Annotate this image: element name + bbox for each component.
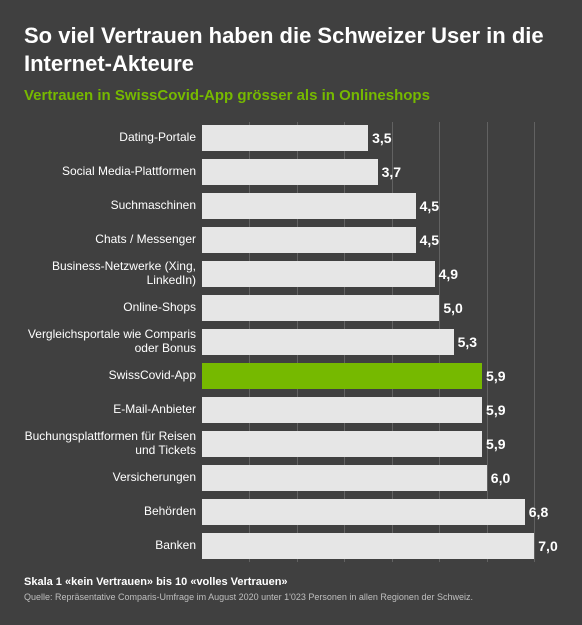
- bar-row: Versicherungen 6,0: [24, 462, 558, 494]
- bar-value: 4,9: [439, 266, 458, 282]
- bar-value: 6,0: [491, 470, 510, 486]
- bar-label: Buchungsplattformen für Reisen und Ticke…: [24, 430, 202, 458]
- chart-title: So viel Vertrauen haben die Schweizer Us…: [24, 22, 558, 77]
- bar: [202, 227, 416, 253]
- bar-row: SwissCovid-App 5,9: [24, 360, 558, 392]
- bar-value: 3,5: [372, 130, 391, 146]
- bar-zone: 5,0: [202, 292, 558, 324]
- bar: [202, 159, 378, 185]
- bar: [202, 499, 525, 525]
- chart-subtitle: Vertrauen in SwissCovid-App grösser als …: [24, 87, 558, 104]
- bar: [202, 329, 454, 355]
- bar-zone: 5,9: [202, 428, 558, 460]
- bar-row: Dating-Portale 3,5: [24, 122, 558, 154]
- bar-value: 3,7: [382, 164, 401, 180]
- bar-row: E-Mail-Anbieter 5,9: [24, 394, 558, 426]
- bar-row: Business-Netzwerke (Xing, LinkedIn) 4,9: [24, 258, 558, 290]
- bar-zone: 5,9: [202, 394, 558, 426]
- bar-row: Behörden 6,8: [24, 496, 558, 528]
- bar-row: Social Media-Plattformen 3,7: [24, 156, 558, 188]
- bar-value: 5,3: [458, 334, 477, 350]
- bar-label: Dating-Portale: [24, 131, 202, 145]
- bar-value: 5,9: [486, 402, 505, 418]
- bar-zone: 5,9: [202, 360, 558, 392]
- bar-label: E-Mail-Anbieter: [24, 403, 202, 417]
- bar-label: Vergleichsportale wie Comparis oder Bonu…: [24, 328, 202, 356]
- bar-row: Banken 7,0: [24, 530, 558, 562]
- bar: [202, 295, 439, 321]
- bar-label: Banken: [24, 539, 202, 553]
- bar: [202, 465, 487, 491]
- bar-value: 5,9: [486, 368, 505, 384]
- scale-note: Skala 1 «kein Vertrauen» bis 10 «volles …: [24, 576, 558, 588]
- bar: [202, 397, 482, 423]
- bar-value: 5,0: [443, 300, 462, 316]
- bar-value: 7,0: [538, 538, 557, 554]
- bar-label: Online-Shops: [24, 301, 202, 315]
- bar-label: Suchmaschinen: [24, 199, 202, 213]
- bar-label: Business-Netzwerke (Xing, LinkedIn): [24, 260, 202, 288]
- bar-zone: 7,0: [202, 530, 558, 562]
- bar-label: Chats / Messenger: [24, 233, 202, 247]
- bar: [202, 125, 368, 151]
- bar-row: Suchmaschinen 4,5: [24, 190, 558, 222]
- bar-zone: 3,5: [202, 122, 558, 154]
- bar-zone: 6,0: [202, 462, 558, 494]
- bar-label: Behörden: [24, 505, 202, 519]
- bar-zone: 3,7: [202, 156, 558, 188]
- bar-zone: 4,5: [202, 224, 558, 256]
- bar-label: Versicherungen: [24, 471, 202, 485]
- bar-chart: Dating-Portale 3,5 Social Media-Plattforme…: [24, 122, 558, 562]
- bar-value: 5,9: [486, 436, 505, 452]
- bar-label: Social Media-Plattformen: [24, 165, 202, 179]
- bar-zone: 6,8: [202, 496, 558, 528]
- bar: [202, 363, 482, 389]
- bar: [202, 261, 435, 287]
- bar-label: SwissCovid-App: [24, 369, 202, 383]
- bar-zone: 5,3: [202, 326, 558, 358]
- source-note: Quelle: Repräsentative Comparis-Umfrage …: [24, 592, 558, 602]
- bar-row: Vergleichsportale wie Comparis oder Bonu…: [24, 326, 558, 358]
- bar-value: 4,5: [420, 232, 439, 248]
- bar: [202, 533, 534, 559]
- bar-row: Buchungsplattformen für Reisen und Ticke…: [24, 428, 558, 460]
- bar: [202, 193, 416, 219]
- bar-value: 4,5: [420, 198, 439, 214]
- bar-row: Chats / Messenger 4,5: [24, 224, 558, 256]
- bar-zone: 4,9: [202, 258, 558, 290]
- bar-value: 6,8: [529, 504, 548, 520]
- bar-zone: 4,5: [202, 190, 558, 222]
- bar-row: Online-Shops 5,0: [24, 292, 558, 324]
- bar: [202, 431, 482, 457]
